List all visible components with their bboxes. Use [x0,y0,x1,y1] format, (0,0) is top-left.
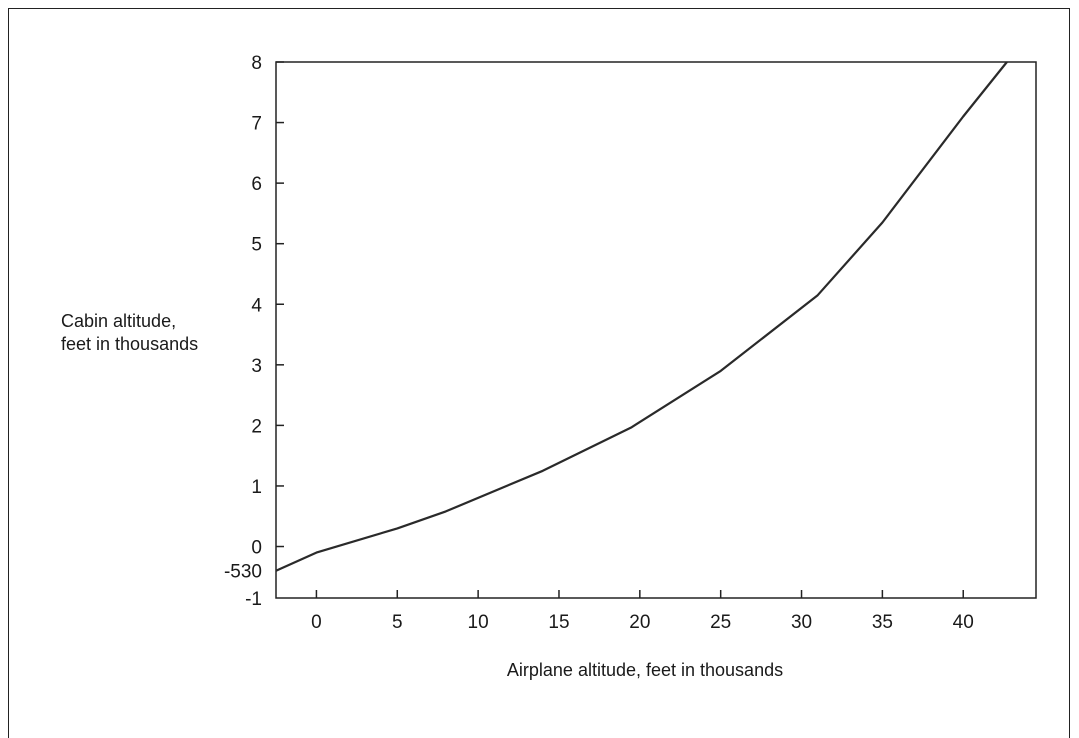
x-tick-label: 20 [629,612,650,633]
x-tick-label: 30 [791,612,812,633]
y-tick-label: 1 [251,477,262,498]
x-axis-ticks: 0 5 10 15 20 25 30 35 40 [311,590,974,633]
y-tick-label: 5 [251,235,262,256]
x-axis-title: Airplane altitude, feet in thousands [507,660,783,680]
x-tick-label: 40 [953,612,974,633]
y-tick-label: 4 [251,295,262,316]
figure-frame [8,8,1070,738]
y-tick-label: 8 [251,53,262,74]
y-tick-label: 2 [251,416,262,437]
y-tick-label: 7 [251,114,262,135]
y-tick-label: -1 [245,589,262,610]
plot-area [275,61,1037,599]
y-tick-label: 3 [251,356,262,377]
y-tick-label: 0 [251,538,262,559]
y-axis-title-line-1: Cabin altitude, [61,311,176,331]
y-tick-label: -530 [224,562,262,583]
x-tick-label: 15 [548,612,569,633]
y-tick-label: 6 [251,174,262,195]
x-tick-label: 35 [872,612,893,633]
y-axis-title-line-2: feet in thousands [61,334,198,354]
cabin-altitude-line [275,61,1008,572]
x-tick-label: 25 [710,612,731,633]
x-tick-label: 5 [392,612,403,633]
x-tick-label: 10 [468,612,489,633]
y-axis-ticks: 8 7 6 5 4 3 2 1 0 -530 -1 [224,53,284,610]
x-tick-label: 0 [311,612,322,633]
